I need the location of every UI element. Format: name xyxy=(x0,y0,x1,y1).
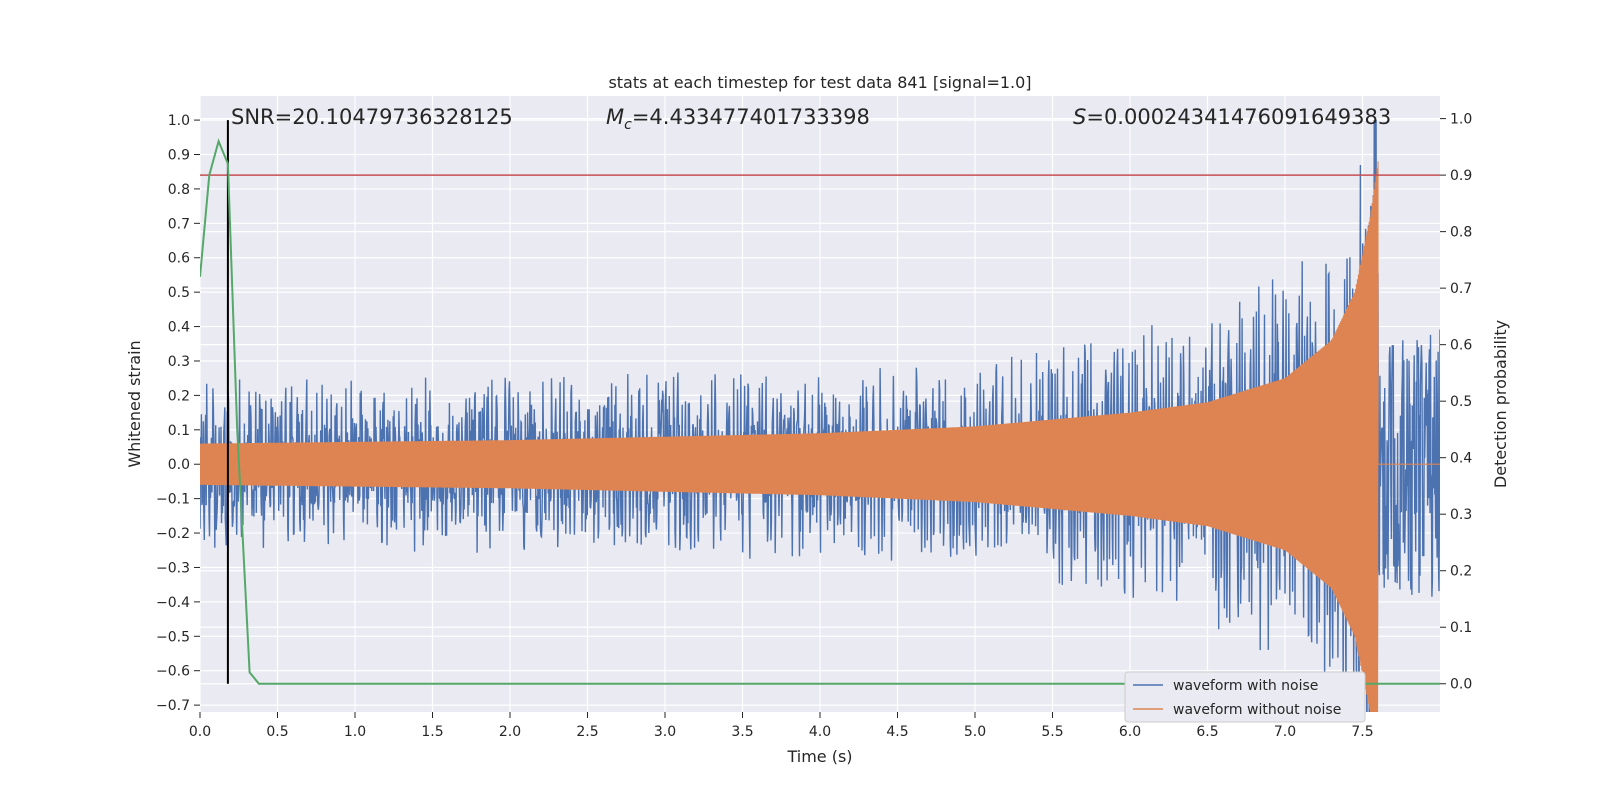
y-tick-label: 0.9 xyxy=(168,148,190,164)
x-tick-label: 3.0 xyxy=(654,724,676,740)
x-tick-label: 2.0 xyxy=(499,724,521,740)
s-annotation: S=0.0002434147609164938​3 xyxy=(1073,105,1391,129)
y-right-tick-label: 0.6 xyxy=(1450,338,1472,354)
series-waveform-without-noise xyxy=(200,161,1440,712)
y-tick-label: 0.7 xyxy=(168,216,190,232)
x-tick-label: 3.5 xyxy=(731,724,753,740)
x-tick-label: 6.0 xyxy=(1119,724,1141,740)
y-tick-label: −0.1 xyxy=(156,492,190,508)
chart-title: stats at each timestep for test data 841… xyxy=(608,73,1031,92)
x-tick-label: 5.0 xyxy=(964,724,986,740)
y-right-tick-label: 0.2 xyxy=(1450,564,1472,580)
y-right-tick-label: 0.9 xyxy=(1450,168,1472,184)
y-right-tick-label: 0.0 xyxy=(1450,677,1472,693)
x-tick-label: 1.0 xyxy=(344,724,366,740)
y-right-tick-label: 0.1 xyxy=(1450,620,1472,636)
x-tick-label: 2.5 xyxy=(576,724,598,740)
chirp-mass-symbol: M xyxy=(606,105,624,129)
s-symbol: S xyxy=(1073,105,1086,129)
y-right-axis-label: Detection probability xyxy=(1491,320,1510,488)
y-tick-label: 0.0 xyxy=(168,457,190,473)
y-tick-label: 0.5 xyxy=(168,285,190,301)
y-tick-label: −0.3 xyxy=(156,560,190,576)
chirp-mass-annotation: Mc=4.433477401733398 xyxy=(606,105,870,133)
x-tick-label: 7.0 xyxy=(1274,724,1296,740)
y-tick-label: 0.8 xyxy=(168,182,190,198)
y-tick-label: −0.6 xyxy=(156,664,190,680)
y-tick-label: 1.0 xyxy=(168,113,190,129)
y-tick-label: 0.3 xyxy=(168,354,190,370)
y-right-tick-label: 0.3 xyxy=(1450,507,1472,523)
y-tick-label: −0.2 xyxy=(156,526,190,542)
y-axis-label: Whitened strain xyxy=(125,340,144,467)
y-tick-label: −0.4 xyxy=(156,595,190,611)
snr-annotation: SNR=20.10479736328125 xyxy=(231,105,513,129)
y-tick-label: 0.2 xyxy=(168,388,190,404)
legend-label-noise: waveform with noise xyxy=(1173,678,1318,694)
x-axis-ticks: 0.0 0.5 1.0 1.5 2.0 2.5 3.0 3.5 4.0 4.5 5.0 5.5 6.0 6… xyxy=(189,712,1374,740)
legend: waveform with noise waveform without noi… xyxy=(1124,671,1366,723)
x-tick-label: 1.5 xyxy=(421,724,443,740)
y-right-tick-label: 0.5 xyxy=(1450,394,1472,410)
y-tick-label: −0.5 xyxy=(156,629,190,645)
y-right-axis-ticks: 0.0 0.1 0.2 0.3 0.4 0.5 0.6 0.7 0.8 0.9 1.0 xyxy=(1440,112,1472,693)
y-tick-label: 0.1 xyxy=(168,423,190,439)
series-detection-probability xyxy=(200,138,1440,685)
legend-box xyxy=(1124,671,1366,723)
y-right-tick-label: 0.4 xyxy=(1450,451,1472,467)
y-right-tick-label: 0.8 xyxy=(1450,225,1472,241)
y-right-tick-label: 0.7 xyxy=(1450,281,1472,297)
x-tick-label: 7.5 xyxy=(1351,724,1373,740)
y-tick-label: 0.6 xyxy=(168,251,190,267)
y-tick-label: 0.4 xyxy=(168,320,190,336)
x-tick-label: 0.5 xyxy=(266,724,288,740)
chirp-mass-subscript: c xyxy=(624,117,632,133)
y-right-tick-label: 1.0 xyxy=(1450,112,1472,128)
x-tick-label: 6.5 xyxy=(1196,724,1218,740)
y-tick-label: −0.7 xyxy=(156,698,190,714)
chirp-mass-value: =4.433477401733398 xyxy=(632,105,870,129)
legend-label-clean: waveform without noise xyxy=(1173,702,1341,718)
x-axis-label: Time (s) xyxy=(786,747,852,766)
s-value: =0.0002434147609164938​3 xyxy=(1086,105,1391,129)
x-tick-label: 5.5 xyxy=(1041,724,1063,740)
x-tick-label: 4.5 xyxy=(886,724,908,740)
x-tick-label: 0.0 xyxy=(189,724,211,740)
y-axis-ticks: −0.7 −0.6 −0.5 −0.4 −0.3 −0.2 −0.1 0.0 0.1 0.2 0.3… xyxy=(156,113,200,714)
x-tick-label: 4.0 xyxy=(809,724,831,740)
